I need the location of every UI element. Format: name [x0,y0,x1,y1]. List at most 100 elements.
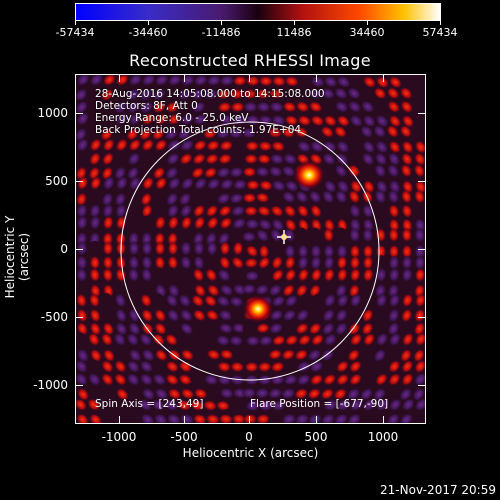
fringe-blob [310,333,325,347]
fringe-blob [375,359,388,374]
fringe-blob [335,308,348,323]
fringe-blob [243,205,259,217]
fringe-blob [386,348,400,363]
fringe-blob [152,333,166,347]
time-range-text: 28-Aug-2016 14:05:08.000 to 14:15:08.000 [95,88,325,100]
fringe-blob [269,153,285,165]
fringe-blob [388,359,401,374]
fringe-blob [414,75,425,89]
fringe-blob [349,227,361,243]
fringe-blob [102,203,114,219]
fringe-blob [362,398,377,412]
fringe-blob [414,203,425,219]
fringe-blob [360,348,374,363]
fringe-blob [282,309,297,322]
fringe-blob [268,283,283,297]
fringe-blob [128,348,142,363]
fringe-blob [230,205,246,217]
fringe-blob [164,127,179,141]
fringe-blob [333,387,348,401]
image-canvas [76,75,425,423]
fringe-blob [102,240,114,256]
y-tick [75,317,83,318]
fringe-blob [296,204,310,218]
fringe-blob [88,100,102,114]
fringe-blob [268,191,283,204]
fringe-blob [115,321,128,336]
fringe-blob [242,166,258,178]
fringe-blob [114,151,128,166]
x-tick-label: 0 [245,430,253,444]
fringe-blob [141,267,153,283]
fringe-blob [141,138,155,152]
fringe-blob [202,399,218,412]
fringe-blob [193,177,208,191]
fringe-blob [241,231,257,243]
fringe-blob [245,75,261,87]
rhessi-image [75,74,426,424]
fringe-blob [231,217,247,230]
fringe-blob [231,140,247,152]
fringe-blob [167,176,181,191]
fringe-blob [360,125,374,139]
fringe-blob [267,126,283,139]
fringe-blob [307,348,322,362]
fringe-blob [229,166,245,178]
fringe-blob [180,387,195,400]
fringe-blob [282,101,298,113]
fringe-blob [281,413,297,423]
fringe-blob [333,348,348,362]
fringe-blob [255,88,271,100]
fringe-blob [89,138,102,152]
fringe-blob [256,205,272,217]
fringe-blob [284,255,296,271]
fringe-blob [388,267,400,283]
fringe-blob [154,203,166,219]
fringe-blob [294,87,310,100]
fringe-blob [218,140,234,152]
fringe-blob [218,322,234,335]
fringe-blob [115,203,127,219]
fringe-blob [335,360,350,373]
fringe-blob [166,413,182,423]
fringe-blob [219,114,235,126]
fringe-blob [102,215,114,231]
fringe-blob [115,176,128,191]
fringe-blob [154,75,169,87]
fringe-blob [190,334,205,347]
fringe-blob [126,88,140,101]
fringe-blob [401,332,415,347]
fringe-blob [100,88,114,102]
fringe-blob [347,100,362,114]
fringe-blob [362,75,377,89]
fringe-blob [140,413,155,423]
fringe-blob [232,179,248,191]
fringe-blob [114,293,127,308]
fringe-blob [242,88,258,100]
fringe-blob [281,348,296,361]
fringe-blob [102,348,116,363]
fringe-blob [205,413,221,423]
fringe-blob [297,399,313,412]
fringe-blob [414,244,425,260]
fringe-blob [361,308,374,323]
fringe-blob [229,374,245,386]
fringe-blob [348,308,361,323]
fringe-blob [400,163,413,178]
fringe-blob [219,348,235,361]
fringe-blob [193,113,208,126]
fringe-blob [258,179,274,192]
fringe-blob [346,125,361,139]
fringe-blob [205,204,219,218]
fringe-blob [257,269,273,282]
fringe-blob [310,267,323,283]
fringe-blob [216,88,232,100]
fringe-blob [245,400,261,412]
fringe-blob [362,140,376,154]
fringe-blob [165,166,179,180]
fringe-blob [295,322,310,335]
fringe-blob [180,113,195,126]
fringe-blob [89,203,101,219]
fringe-blob [241,283,257,295]
fringe-blob [413,163,425,178]
